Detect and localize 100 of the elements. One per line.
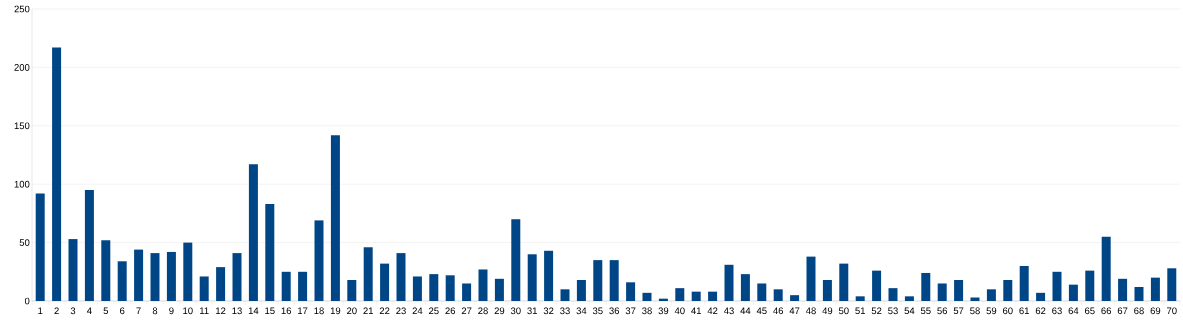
bar [855,296,865,301]
bar [937,283,947,301]
bar [560,289,570,301]
bar [642,292,652,301]
x-tick-label: 54 [904,307,915,315]
bar [429,274,439,301]
bar [1150,277,1160,301]
x-tick-label: 29 [494,307,505,315]
x-tick-label: 25 [429,307,439,315]
x-tick-label: 31 [527,307,537,315]
x-tick-label: 42 [707,307,718,315]
x-tick-label: 58 [970,307,980,315]
bar [593,260,603,301]
y-tick-label: 250 [14,5,30,13]
bar [445,275,455,301]
x-tick-label: 65 [1085,307,1095,315]
x-tick-label: 11 [200,307,209,314]
bar [1167,268,1177,301]
bar [281,271,291,301]
x-tick-label: 50 [838,307,849,315]
x-tick-label: 56 [937,307,948,315]
bar [888,288,898,301]
x-tick-label: 49 [822,307,833,315]
x-tick-label: 4 [86,307,92,314]
x-tick-label: 40 [674,307,685,315]
x-tick-label: 3 [70,307,76,315]
bar [527,254,537,301]
y-tick-label: 0 [24,297,30,305]
bar [773,289,783,301]
bar [494,278,504,301]
y-tick-label: 200 [14,64,30,71]
bar [298,271,308,301]
x-tick-label: 12 [216,307,226,315]
x-tick-label: 24 [412,307,423,315]
x-tick-label: 33 [560,307,570,315]
x-tick-label: 39 [658,307,669,315]
x-tick-label: 62 [1035,307,1046,315]
bar [347,279,357,301]
bar [1118,278,1128,301]
bar [478,269,488,301]
x-tick-label: 47 [789,307,800,314]
x-tick-label: 19 [330,307,341,315]
y-tick-label: 50 [19,239,30,246]
bar [757,283,767,301]
x-tick-label: 38 [642,307,652,315]
bar [1101,236,1111,301]
bar [52,47,62,301]
x-tick-label: 60 [1003,307,1013,315]
bar [691,291,701,301]
x-tick-label: 32 [543,307,554,315]
bar [101,240,111,301]
bar [740,274,750,301]
x-tick-label: 64 [1068,307,1079,315]
x-tick-label: 15 [265,307,275,315]
x-tick-label: 66 [1101,307,1112,315]
bar [904,296,914,301]
x-tick-label: 6 [120,307,125,315]
x-tick-label: 23 [396,307,406,315]
bar [35,193,45,301]
x-tick-label: 20 [347,307,357,315]
bar [216,267,226,301]
bar [921,272,931,301]
x-tick-label: 2 [54,307,59,315]
bar [1036,292,1046,301]
x-tick-label: 22 [379,307,390,315]
bar [412,276,422,301]
x-tick-label: 27 [461,307,472,315]
x-tick-label: 68 [1134,307,1144,315]
bar [396,253,406,301]
bar [1085,270,1095,301]
x-tick-label: 5 [103,307,109,315]
bar [822,279,832,301]
y-tick-label: 150 [14,122,30,130]
x-tick-label: 8 [152,307,158,315]
bar [265,204,275,301]
x-tick-label: 26 [445,307,456,315]
x-tick-label: 7 [136,307,141,314]
x-tick-label: 70 [1167,307,1177,315]
x-tick-label: 30 [510,307,521,315]
bar [183,242,193,301]
x-tick-label: 51 [855,307,865,315]
x-tick-label: 57 [953,307,964,315]
x-tick-label: 48 [805,307,816,315]
x-tick-label: 35 [592,307,603,315]
x-tick-label: 14 [248,307,259,314]
bar [166,251,176,301]
x-tick-label: 67 [1117,307,1128,315]
bar [248,164,258,301]
bar [330,135,340,301]
x-tick-label: 21 [363,307,373,315]
x-tick-label: 18 [314,307,324,315]
bar [117,261,127,301]
x-tick-label: 41 [691,307,701,314]
bar [724,264,734,301]
x-tick-label: 16 [281,307,292,315]
x-tick-label: 45 [756,307,767,315]
x-tick-label: 9 [169,307,174,315]
bar [954,279,964,301]
x-tick-label: 43 [723,307,734,315]
bar [1019,265,1029,301]
